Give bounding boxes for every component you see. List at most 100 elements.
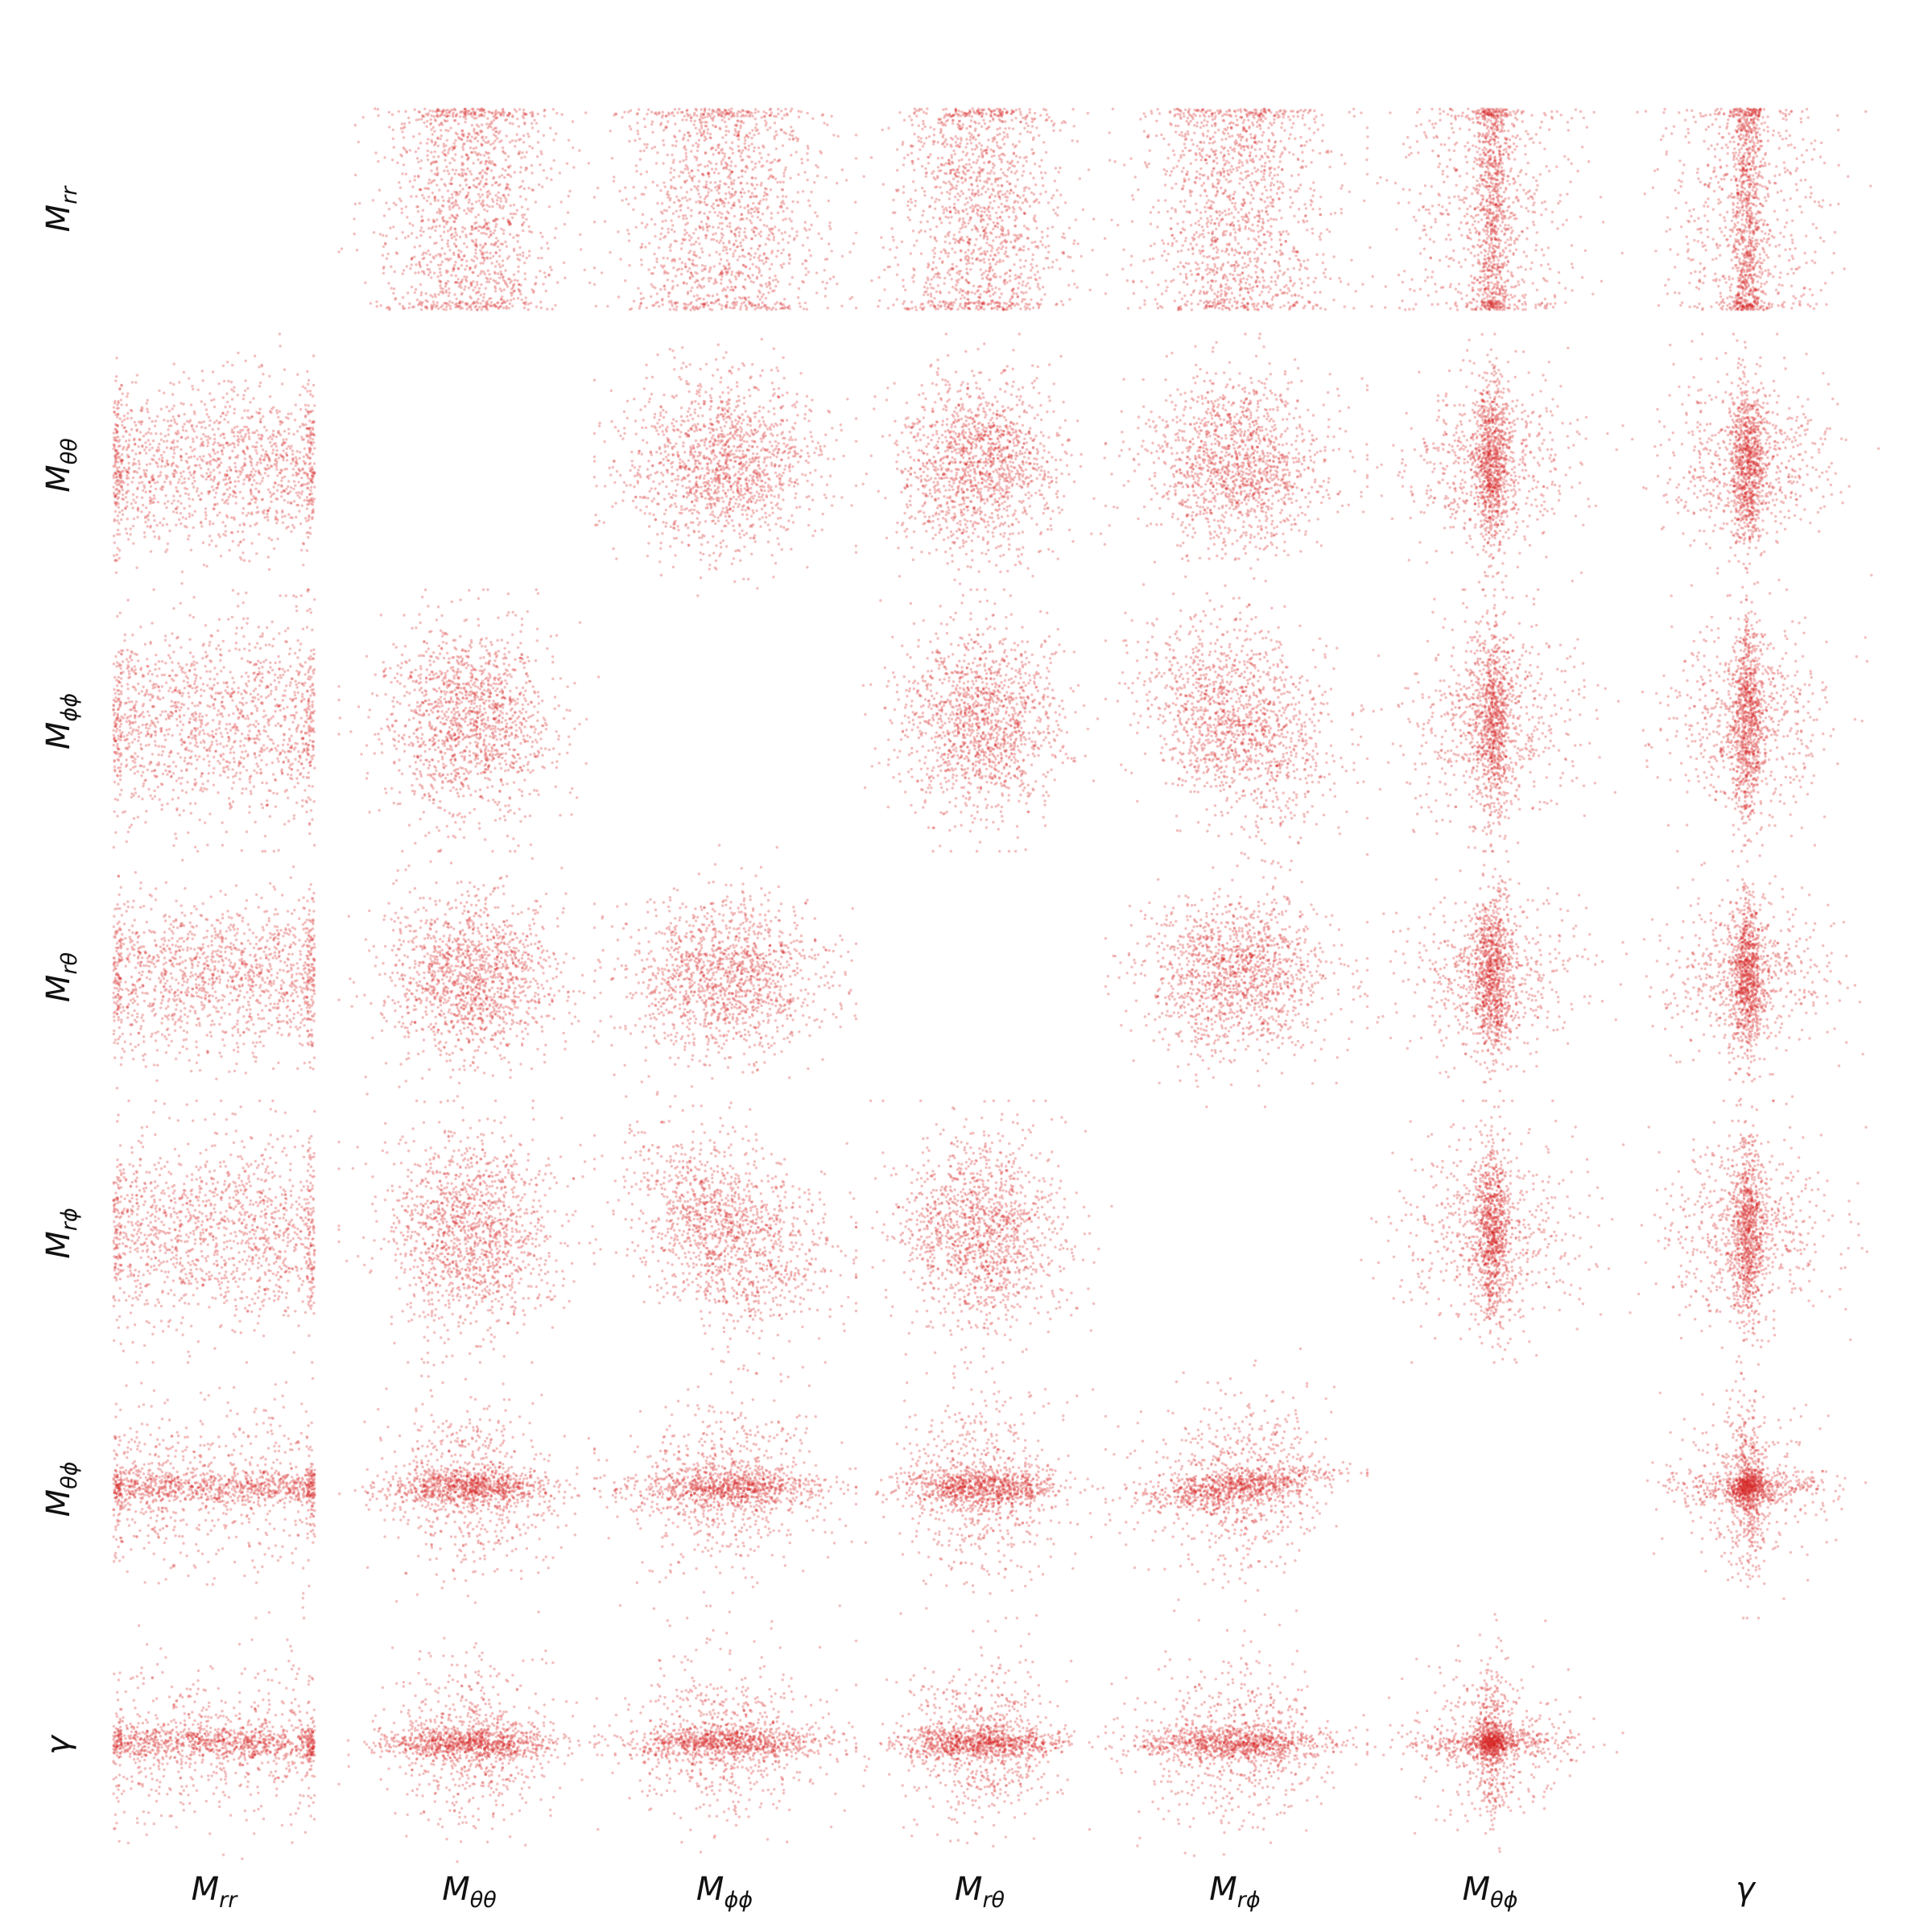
point — [775, 134, 778, 136]
point — [728, 109, 730, 111]
point — [537, 130, 539, 133]
point — [803, 281, 805, 283]
point — [730, 286, 733, 288]
point — [659, 237, 662, 240]
point — [716, 293, 718, 295]
point — [419, 229, 422, 232]
point — [773, 238, 775, 241]
point — [684, 167, 687, 170]
point — [409, 222, 411, 225]
point — [464, 286, 466, 288]
point — [464, 303, 467, 306]
point — [553, 159, 555, 162]
point — [392, 138, 394, 140]
point — [798, 287, 800, 290]
point — [753, 166, 756, 168]
point — [744, 136, 746, 138]
point — [478, 108, 481, 110]
point — [403, 122, 406, 125]
point — [481, 143, 483, 146]
point — [492, 200, 494, 203]
point — [430, 118, 432, 121]
point — [481, 169, 484, 171]
point — [544, 275, 547, 278]
point — [457, 267, 460, 270]
point — [504, 269, 506, 271]
point — [717, 298, 720, 300]
point — [684, 266, 687, 268]
point — [539, 301, 542, 303]
point — [486, 118, 489, 120]
point — [669, 171, 671, 174]
point — [522, 109, 525, 111]
point — [487, 270, 489, 272]
point — [481, 123, 483, 126]
point — [548, 205, 551, 208]
point — [667, 112, 670, 114]
point — [704, 204, 707, 206]
point — [452, 112, 455, 114]
point — [510, 204, 512, 207]
point — [536, 155, 539, 158]
point — [728, 130, 730, 132]
point — [729, 164, 732, 167]
point — [679, 130, 681, 132]
point — [791, 227, 793, 229]
point — [484, 218, 486, 221]
point — [789, 134, 791, 136]
point — [525, 198, 527, 200]
point — [744, 235, 746, 237]
point — [774, 275, 776, 277]
point — [514, 108, 516, 110]
point — [491, 112, 493, 114]
point — [734, 286, 737, 288]
point — [718, 303, 720, 305]
point — [475, 291, 477, 294]
point — [398, 303, 401, 305]
point — [444, 252, 446, 254]
point — [737, 120, 739, 122]
point — [738, 255, 741, 258]
point — [688, 239, 691, 242]
point — [465, 213, 468, 215]
point — [744, 227, 746, 229]
point — [684, 148, 687, 151]
point — [593, 196, 596, 198]
point — [692, 243, 695, 246]
point — [452, 168, 454, 171]
point — [771, 250, 774, 252]
point — [451, 193, 453, 196]
point — [764, 119, 766, 122]
point — [635, 226, 638, 229]
point — [729, 289, 732, 291]
point — [394, 298, 396, 300]
point — [447, 239, 449, 242]
point — [782, 175, 785, 177]
point — [733, 304, 735, 307]
point — [436, 275, 439, 278]
point — [518, 186, 521, 188]
point — [477, 229, 480, 232]
point — [684, 262, 687, 265]
point — [744, 142, 746, 145]
point — [766, 237, 769, 240]
point — [519, 138, 522, 140]
point — [489, 304, 492, 307]
point — [464, 279, 467, 281]
point — [485, 168, 488, 171]
point — [448, 217, 451, 219]
point — [762, 213, 764, 215]
point — [733, 201, 735, 204]
point — [357, 141, 360, 143]
point — [755, 266, 758, 268]
point — [670, 179, 672, 181]
point — [475, 300, 477, 303]
point — [697, 192, 700, 195]
point — [640, 173, 642, 175]
point — [723, 155, 725, 158]
point — [486, 210, 489, 213]
point — [660, 211, 663, 213]
point — [613, 180, 615, 182]
point — [522, 180, 524, 183]
point — [766, 285, 768, 287]
